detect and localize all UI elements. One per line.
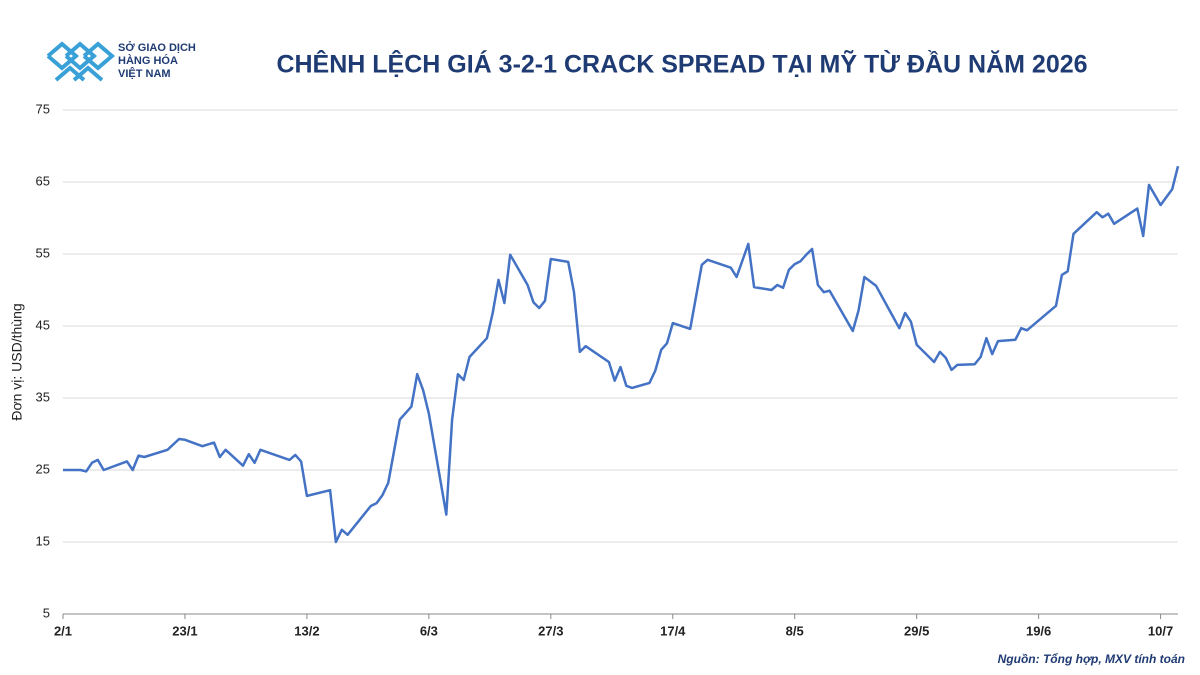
x-tick-label: 8/5: [786, 623, 804, 638]
y-tick-label: 75: [36, 101, 50, 116]
x-tick-label: 29/5: [904, 623, 929, 638]
x-tick-label: 10/7: [1148, 623, 1173, 638]
chart-title: CHÊNH LỆCH GIÁ 3-2-1 CRACK SPREAD TẠI MỸ…: [276, 49, 1087, 79]
x-tick-label: 17/4: [660, 623, 686, 638]
source-note: Nguồn: Tổng hợp, MXV tính toán: [998, 652, 1185, 666]
y-tick-label: 35: [36, 389, 50, 404]
logo-text: VIỆT NAM: [118, 67, 171, 80]
y-axis-title: Đơn vị: USD/thùng: [9, 303, 25, 420]
logo-text: HÀNG HÓA: [118, 54, 178, 67]
logo-text: SỞ GIAO DỊCH: [118, 41, 196, 54]
x-tick-label: 23/1: [172, 623, 197, 638]
logo-icon: [46, 41, 116, 82]
x-tick-label: 19/6: [1026, 623, 1051, 638]
x-tick-label: 27/3: [538, 623, 563, 638]
y-tick-label: 45: [36, 317, 50, 332]
x-tick-label: 6/3: [420, 623, 438, 638]
y-tick-label: 25: [36, 461, 50, 476]
y-tick-label: 5: [43, 605, 50, 620]
y-tick-label: 15: [36, 533, 50, 548]
data-line: [63, 165, 1180, 544]
x-tick-label: 2/1: [54, 623, 72, 638]
y-tick-label: 65: [36, 173, 50, 188]
y-tick-label: 55: [36, 245, 50, 260]
x-tick-label: 13/2: [294, 623, 319, 638]
